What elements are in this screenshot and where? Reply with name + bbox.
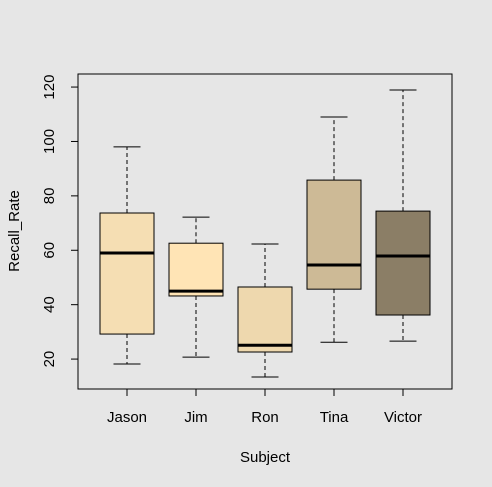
x-tick-label: Victor — [384, 409, 422, 426]
y-tick-label: 100 — [41, 129, 58, 154]
x-tick-label: Jim — [184, 409, 207, 426]
box — [306, 179, 362, 290]
x-tick-label: Ron — [251, 409, 279, 426]
y-tick-label: 120 — [41, 75, 58, 100]
box — [237, 286, 293, 353]
y-tick-label: 40 — [41, 296, 58, 313]
x-axis-label: Subject — [240, 449, 291, 466]
y-tick-label: 60 — [41, 242, 58, 259]
box — [99, 212, 155, 335]
x-tick-label: Jason — [107, 409, 147, 426]
y-axis-label: Recall_Rate — [6, 190, 23, 272]
x-tick-label: Tina — [320, 409, 349, 426]
y-tick-label: 20 — [41, 351, 58, 368]
box — [168, 242, 224, 297]
y-tick-label: 80 — [41, 188, 58, 205]
box — [375, 210, 431, 316]
